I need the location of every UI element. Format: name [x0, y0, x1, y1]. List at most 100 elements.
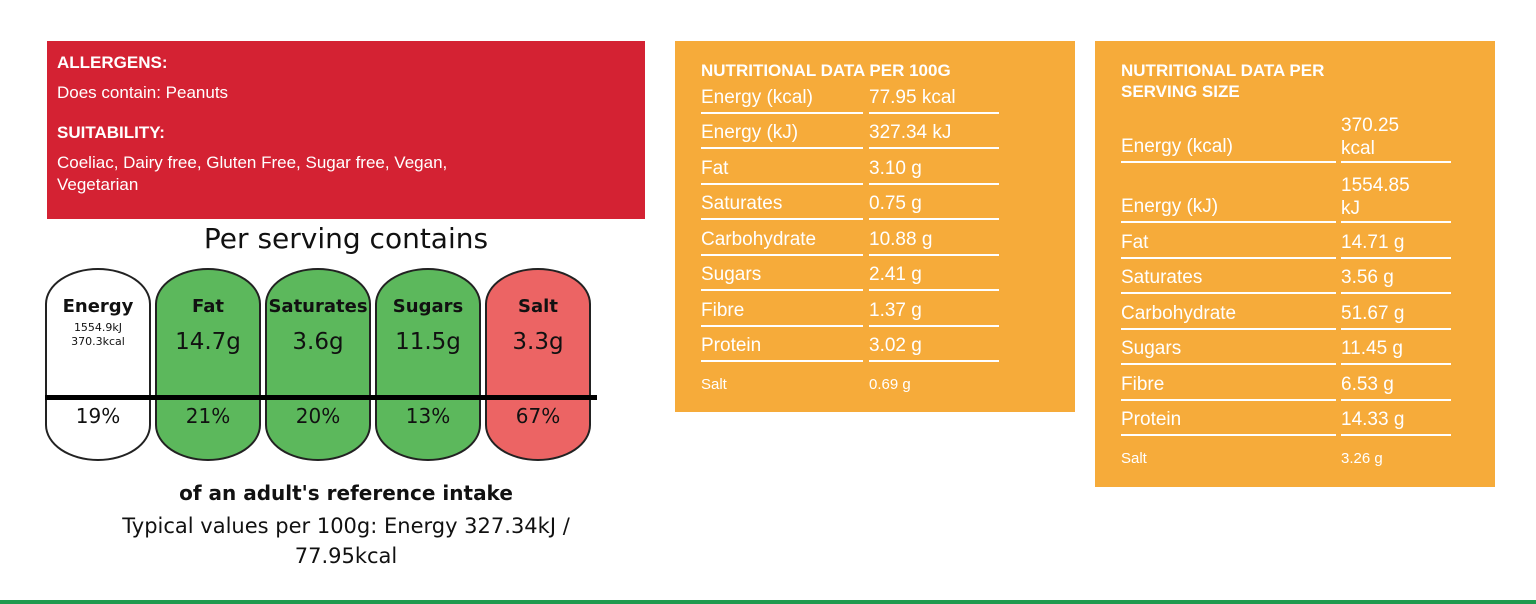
perserving-label: Saturates: [1121, 267, 1203, 288]
perserving-panel: NUTRITIONAL DATA PER SERVING SIZE Energy…: [1095, 41, 1495, 487]
perserving-value-underline: [1341, 327, 1451, 330]
perserving-row: Fat 14.71 g: [1121, 226, 1469, 262]
perserving-row: Sugars 11.45 g: [1121, 333, 1469, 369]
typical-values-line-2: 77.95kcal: [294, 544, 398, 568]
per-serving-title: Per serving contains: [203, 222, 489, 255]
perserving-label: Fat: [1121, 231, 1149, 253]
per100-label: Saturates: [701, 193, 783, 214]
perserving-label: Carbohydrate: [1121, 302, 1237, 324]
perserving-label: Energy (kJ): [1121, 196, 1219, 217]
per100-row: Energy (kcal) 77.95 kcal: [701, 81, 1049, 117]
perserving-row: Energy (kJ) 1554.85 kJ: [1121, 166, 1469, 226]
pill-saturates-value: 3.6g: [292, 329, 344, 355]
perserving-label-underline: [1121, 256, 1336, 259]
perserving-value: 6.53 g: [1341, 373, 1394, 395]
perserving-value: 3.56 g: [1341, 267, 1394, 288]
perserving-value-underline: [1341, 363, 1451, 365]
per100-value-underline: [869, 218, 999, 220]
perserving-label-underline: [1121, 292, 1336, 294]
pill-salt: Salt 3.3g 67%: [485, 268, 591, 461]
per100-row: Energy (kJ) 327.34 kJ: [701, 117, 1049, 153]
perserving-label-underline: [1121, 363, 1336, 365]
per100-title: NUTRITIONAL DATA PER 100G: [701, 61, 951, 80]
perserving-value: 11.45 g: [1341, 338, 1403, 359]
per100-row: Fibre 1.37 g: [701, 294, 1049, 330]
perserving-value-underline: [1341, 398, 1451, 401]
per100-label: Carbohydrate: [701, 228, 817, 250]
perserving-value: 370.25 kcal: [1341, 114, 1399, 160]
per100-row: Protein 3.02 g: [701, 330, 1049, 366]
pill-saturates-name: Saturates: [268, 296, 368, 317]
per100-label: Sugars: [701, 264, 762, 285]
per100-value: 0.69 g: [869, 375, 911, 393]
perserving-title-line-2: SERVING SIZE: [1121, 82, 1240, 101]
per100-value: 2.41 g: [869, 264, 922, 285]
per100-label: Salt: [701, 375, 727, 393]
per100-value: 3.02 g: [869, 335, 922, 356]
per100-label: Fat: [701, 157, 729, 179]
perserving-value-underline: [1341, 292, 1451, 294]
bottom-divider: [0, 600, 1536, 604]
perserving-value: 3.26 g: [1341, 449, 1383, 467]
suitability-text: Coeliac, Dairy free, Gluten Free, Sugar …: [57, 152, 635, 196]
suitability-line-1: Coeliac, Dairy free, Gluten Free, Sugar …: [57, 153, 448, 172]
perserving-label-underline: [1121, 398, 1336, 401]
per100-value-underline: [869, 289, 999, 291]
pill-fat: Fat 14.7g 21%: [155, 268, 261, 461]
pill-energy-name: Energy: [62, 296, 134, 317]
perserving-value-line-2: kcal: [1341, 138, 1375, 159]
perserving-label-underline: [1121, 161, 1336, 163]
per100-value-underline: [869, 182, 999, 185]
perserving-label: Sugars: [1121, 338, 1182, 359]
per100-label-underline: [701, 360, 863, 362]
perserving-value-line-2: kJ: [1341, 198, 1360, 219]
allergens-heading: ALLERGENS:: [57, 53, 168, 72]
pill-sugars-name: Sugars: [392, 296, 464, 317]
per100-label-underline: [701, 253, 863, 256]
pill-salt-value: 3.3g: [512, 329, 564, 355]
perserving-value: 14.33 g: [1341, 409, 1405, 430]
per100-panel: NUTRITIONAL DATA PER 100G Energy (kcal) 7…: [675, 41, 1075, 412]
perserving-row: Fibre 6.53 g: [1121, 368, 1469, 404]
pill-saturates: Saturates 3.6g 20%: [265, 268, 371, 461]
perserving-value: 14.71 g: [1341, 231, 1405, 253]
perserving-title-line-1: NUTRITIONAL DATA PER: [1121, 61, 1325, 80]
per100-label: Protein: [701, 335, 762, 356]
perserving-value-line-1: 1554.85: [1341, 175, 1410, 196]
perserving-row: Carbohydrate 51.67 g: [1121, 297, 1469, 333]
per100-label-underline: [701, 147, 863, 149]
perserving-label: Protein: [1121, 409, 1182, 430]
perserving-value-underline: [1341, 221, 1451, 223]
pill-salt-name: Salt: [518, 296, 558, 317]
perserving-label: Energy (kcal): [1121, 136, 1233, 157]
per100-row: Salt 0.69 g: [701, 365, 1049, 401]
pill-energy: Energy 1554.9kJ 370.3kcal 19%: [45, 268, 151, 461]
pill-fat-pct: 21%: [185, 404, 231, 428]
per100-value: 327.34 kJ: [869, 122, 952, 143]
allergen-box: ALLERGENS: Does contain: Peanuts SUITABI…: [47, 41, 645, 219]
per100-value-underline: [869, 360, 999, 362]
perserving-value-underline: [1341, 256, 1451, 259]
perserving-value: 51.67 g: [1341, 302, 1405, 324]
perserving-label-underline: [1121, 327, 1336, 330]
perserving-row: Saturates 3.56 g: [1121, 262, 1469, 298]
per100-label: Fibre: [701, 299, 745, 321]
per100-label: Energy (kJ): [701, 122, 799, 143]
per100-value-underline: [869, 111, 999, 114]
per100-table: Energy (kcal) 77.95 kcal Energy (kJ) 327.34…: [701, 81, 1049, 401]
pill-energy-kj: 1554.9kJ: [73, 321, 123, 334]
per100-value-underline: [869, 324, 999, 327]
perserving-table: Energy (kcal) 370.25 kcal Energy (kJ) 1554.8…: [1121, 106, 1469, 475]
per100-value: 1.37 g: [869, 299, 922, 321]
per100-value: 77.95 kcal: [869, 86, 956, 108]
perserving-value: 1554.85 kJ: [1341, 174, 1410, 220]
perserving-value-underline: [1341, 161, 1451, 163]
perserving-row: Protein 14.33 g: [1121, 404, 1469, 440]
traffic-light-label: Energy 1554.9kJ 370.3kcal 19% Fat 14.7g …: [45, 268, 597, 463]
perserving-value-underline: [1341, 434, 1451, 436]
per100-row: Saturates 0.75 g: [701, 188, 1049, 224]
perserving-row: Energy (kcal) 370.25 kcal: [1121, 106, 1469, 166]
typical-values-line-1: Typical values per 100g: Energy 327.34kJ…: [122, 514, 570, 538]
reference-intake-caption: of an adult's reference intake: [179, 481, 513, 505]
per100-value: 3.10 g: [869, 157, 922, 179]
